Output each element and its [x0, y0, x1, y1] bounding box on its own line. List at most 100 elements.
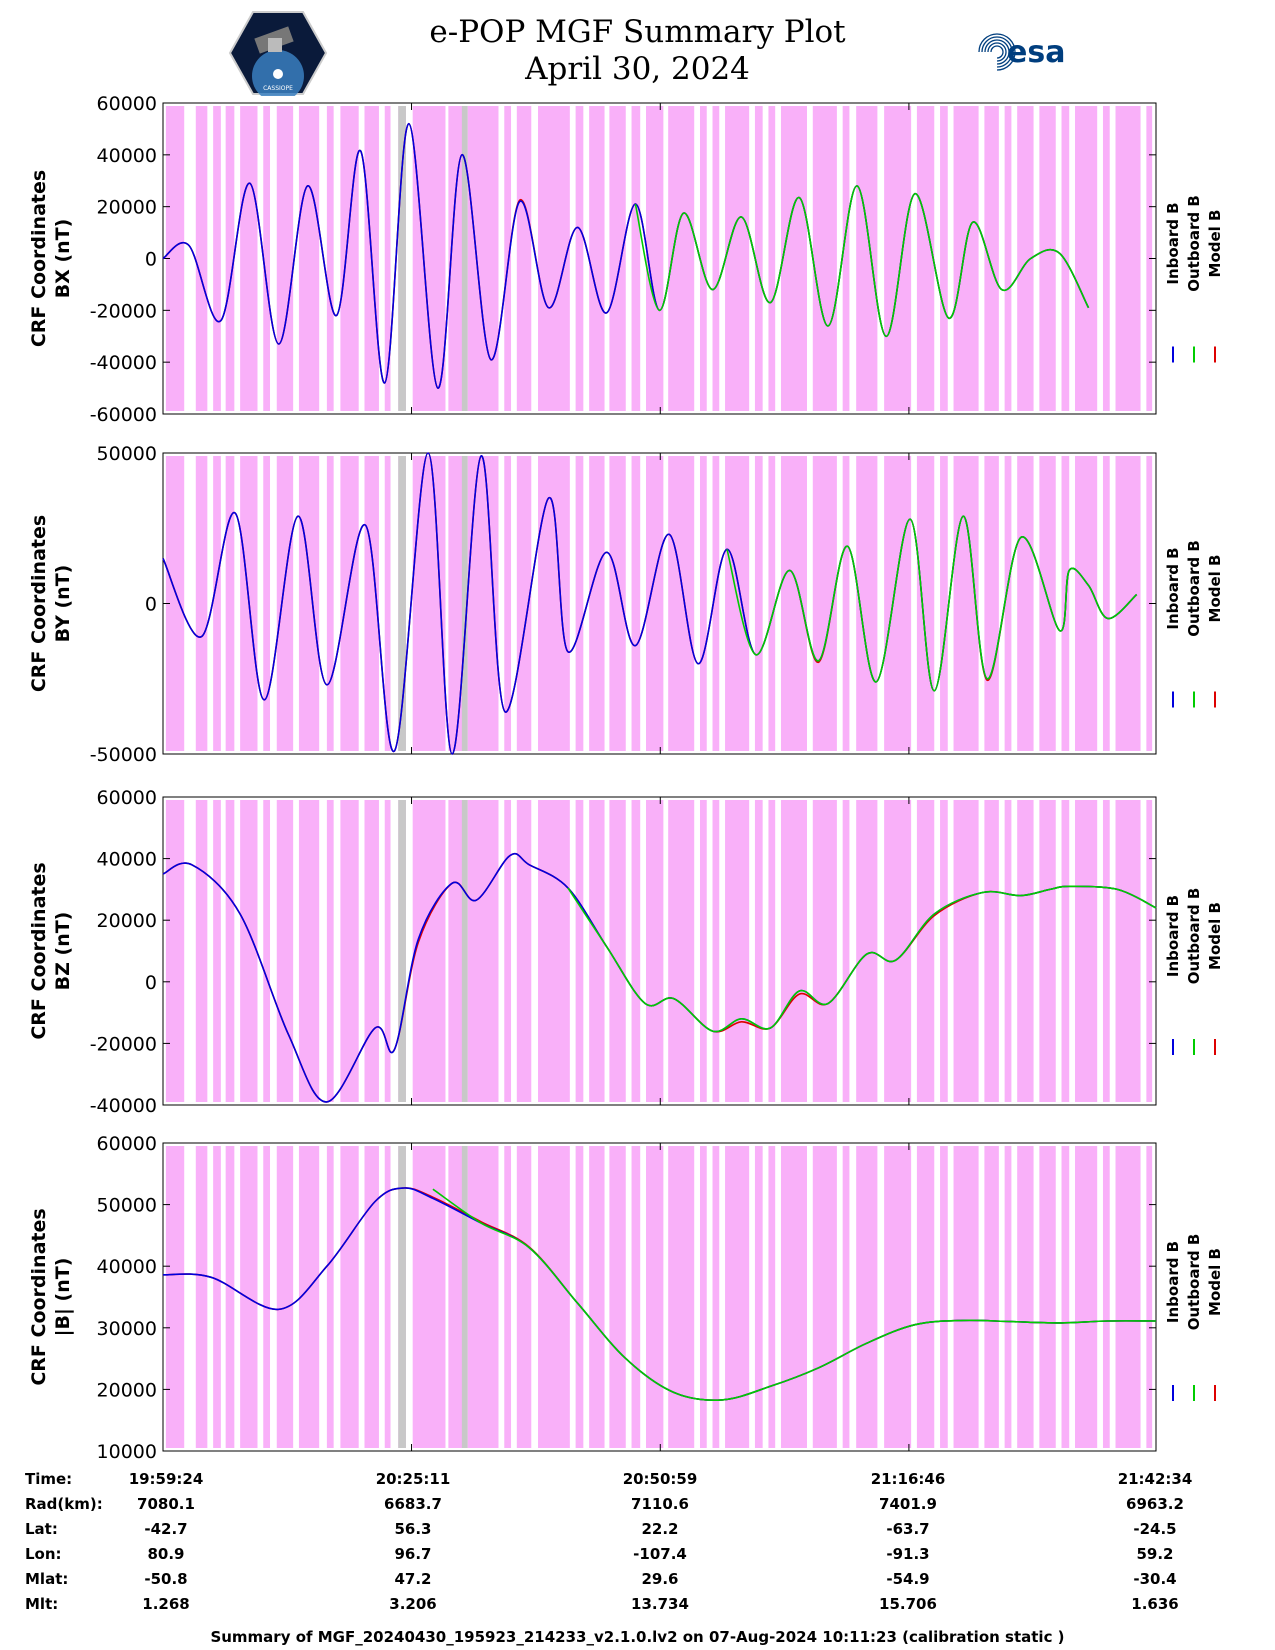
shade-band: [940, 1146, 948, 1448]
chart-panel-1: -60000 -40000 -20000 0 20000 40000 60000 CRF Co…: [28, 93, 1224, 426]
y-axis-label-line-1: CRF Coordinates: [28, 170, 50, 347]
shade-band: [263, 800, 271, 1102]
shade-band: [340, 456, 359, 751]
legend-label: Inboard B: [1164, 547, 1182, 629]
shade-band: [589, 456, 605, 751]
legend: Inboard B Outboard B Model B: [1164, 888, 1224, 1055]
shade-band: [812, 1146, 837, 1448]
shade-band: [575, 800, 584, 1102]
legend: Inboard B Outboard B Model B: [1164, 1234, 1224, 1401]
shade-band: [646, 456, 664, 751]
shade-band: [298, 456, 320, 751]
shade-band: [516, 1146, 532, 1448]
shade-band: [699, 106, 707, 411]
shade-band: [575, 1146, 584, 1448]
shade-band: [916, 1146, 935, 1448]
shade-band: [1146, 1146, 1153, 1448]
shade-band: [1115, 1146, 1141, 1448]
shade-band: [1061, 106, 1070, 411]
chart-panel-3: -40000 -20000 0 20000 40000 60000 CRF Coordina…: [28, 787, 1224, 1117]
shade-band: [240, 106, 258, 411]
y-axis-label-line-1: CRF Coordinates: [28, 1208, 50, 1385]
shade-band: [609, 456, 626, 751]
shade-band: [1102, 800, 1110, 1102]
shade-band: [504, 800, 512, 1102]
series-line-outboard-b: [432, 1188, 1157, 1401]
shade-band: [195, 456, 208, 751]
legend-label: Inboard B: [1164, 895, 1182, 977]
shade-band: [646, 1146, 664, 1448]
gray-band: [461, 106, 468, 411]
y-tick-label: 60000: [97, 93, 157, 115]
shade-band: [725, 456, 750, 751]
shade-band: [780, 106, 808, 411]
shade-band: [240, 1146, 258, 1448]
shade-band: [712, 800, 720, 1102]
y-tick-label: 0: [145, 249, 157, 271]
shade-band: [631, 456, 641, 751]
y-axis-label: CRF Coordinates |B| (nT): [28, 1208, 74, 1385]
legend-label: Outboard B: [1185, 1234, 1203, 1331]
y-tick-label: 50000: [97, 1195, 157, 1217]
shade-band: [263, 456, 271, 751]
shade-band: [699, 456, 707, 751]
shade-band: [225, 456, 235, 751]
shade-band: [467, 800, 499, 1102]
shade-band: [165, 456, 185, 751]
shade-band: [1102, 106, 1110, 411]
shade-band: [1102, 1146, 1110, 1448]
shade-band: [412, 800, 446, 1102]
shade-band: [538, 1146, 570, 1448]
shade-band: [263, 106, 271, 411]
shade-band: [940, 800, 948, 1102]
footer-summary: Summary of MGF_20240430_195923_214233_v2…: [210, 1628, 1065, 1646]
shade-band: [364, 1146, 379, 1448]
y-tick-label: -40000: [90, 352, 157, 374]
shade-band: [780, 456, 808, 751]
shade-band: [884, 800, 912, 1102]
shade-band: [589, 106, 605, 411]
shade-band: [884, 456, 912, 751]
shade-band: [1061, 1146, 1070, 1448]
y-axis-label-line-2: BZ (nT): [52, 912, 74, 991]
y-tick-label: 40000: [97, 1256, 157, 1278]
shade-band: [631, 800, 641, 1102]
shade-band: [856, 800, 878, 1102]
esa-logo: esa: [978, 33, 1065, 71]
shade-band: [213, 1146, 221, 1448]
shade-band: [213, 800, 221, 1102]
chart-panel-2: -50000 0 50000 CRF Coordinates BY (nT) Inboar…: [28, 443, 1224, 766]
shade-band: [1061, 800, 1070, 1102]
shade-band: [340, 800, 359, 1102]
y-tick-label: 50000: [97, 443, 157, 465]
shade-band: [538, 106, 570, 411]
shade-band: [1075, 456, 1098, 751]
shade-band: [725, 800, 750, 1102]
shade-band: [298, 800, 320, 1102]
shade-band: [842, 800, 850, 1102]
y-tick-label: 40000: [97, 145, 157, 167]
shade-band: [1039, 456, 1056, 751]
shade-band: [467, 106, 499, 411]
shade-band: [984, 106, 999, 411]
y-tick-label: 20000: [97, 1379, 157, 1401]
shade-band: [631, 106, 641, 411]
shade-band: [699, 1146, 707, 1448]
shade-band: [725, 1146, 750, 1448]
shade-band: [298, 106, 320, 411]
shade-band: [1039, 800, 1056, 1102]
shade-band: [276, 106, 294, 411]
y-tick-label: 0: [145, 594, 157, 616]
gray-band: [461, 1146, 468, 1448]
shade-band: [940, 106, 948, 411]
shade-band: [384, 106, 391, 411]
y-axis-label-line-1: CRF Coordinates: [28, 862, 50, 1039]
y-tick-label: 20000: [97, 910, 157, 932]
shade-band: [609, 106, 626, 411]
shade-band: [1115, 106, 1141, 411]
shade-band: [668, 456, 695, 751]
shade-band: [754, 1146, 763, 1448]
shade-band: [953, 1146, 979, 1448]
gray-band: [398, 800, 406, 1102]
shade-band: [384, 1146, 391, 1448]
